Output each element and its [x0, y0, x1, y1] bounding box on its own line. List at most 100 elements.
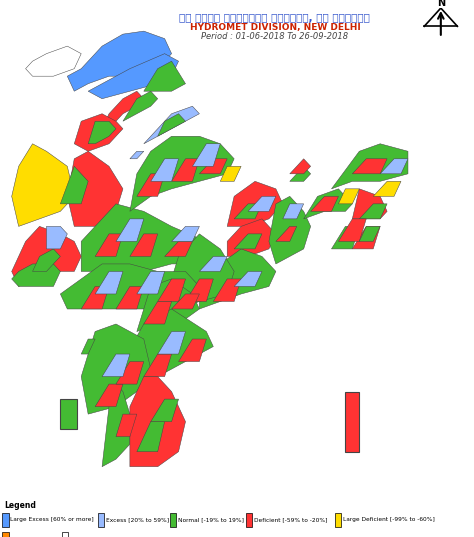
- Bar: [2, 532, 9, 537]
- Polygon shape: [26, 46, 81, 76]
- Polygon shape: [130, 151, 144, 159]
- Polygon shape: [123, 91, 158, 121]
- Polygon shape: [185, 279, 213, 301]
- Polygon shape: [60, 264, 200, 309]
- Polygon shape: [227, 219, 276, 256]
- Polygon shape: [60, 399, 77, 429]
- Bar: [170, 513, 176, 527]
- Polygon shape: [310, 197, 338, 212]
- Text: Large Excess [60% or more]: Large Excess [60% or more]: [10, 518, 94, 523]
- Bar: [2, 513, 9, 527]
- Polygon shape: [88, 121, 116, 144]
- Polygon shape: [12, 227, 81, 286]
- Polygon shape: [130, 376, 185, 467]
- Polygon shape: [227, 182, 283, 227]
- Polygon shape: [331, 227, 359, 249]
- Polygon shape: [234, 271, 262, 286]
- Polygon shape: [116, 219, 144, 242]
- Text: HYDROMET DIVISION, NEW DELHI: HYDROMET DIVISION, NEW DELHI: [190, 23, 360, 32]
- Polygon shape: [359, 204, 387, 219]
- Polygon shape: [116, 414, 137, 437]
- Polygon shape: [95, 234, 123, 256]
- Polygon shape: [200, 159, 227, 174]
- Polygon shape: [276, 227, 297, 242]
- Polygon shape: [95, 384, 123, 407]
- Polygon shape: [137, 422, 164, 452]
- Polygon shape: [352, 159, 387, 174]
- Polygon shape: [172, 234, 234, 309]
- Polygon shape: [67, 151, 123, 227]
- Text: Period : 01-06-2018 To 26-09-2018: Period : 01-06-2018 To 26-09-2018: [201, 32, 348, 41]
- Polygon shape: [380, 159, 408, 174]
- Polygon shape: [192, 144, 220, 166]
- Polygon shape: [130, 234, 158, 256]
- Polygon shape: [130, 136, 234, 212]
- Polygon shape: [158, 331, 185, 354]
- Polygon shape: [290, 159, 310, 174]
- Text: Large Deficient [-99% to -60%]: Large Deficient [-99% to -60%]: [343, 518, 435, 523]
- Text: Normal [-19% to 19%]: Normal [-19% to 19%]: [178, 518, 244, 523]
- Polygon shape: [116, 286, 144, 309]
- Polygon shape: [102, 354, 130, 376]
- Polygon shape: [81, 324, 151, 414]
- Polygon shape: [144, 61, 185, 91]
- Text: Excess [20% to 59%]: Excess [20% to 59%]: [106, 518, 169, 523]
- Polygon shape: [200, 249, 276, 309]
- Polygon shape: [81, 339, 95, 354]
- Polygon shape: [137, 174, 164, 197]
- Polygon shape: [67, 31, 172, 91]
- Text: N: N: [437, 0, 445, 8]
- Polygon shape: [60, 166, 88, 204]
- Bar: [62, 532, 68, 537]
- Polygon shape: [304, 189, 352, 219]
- Polygon shape: [373, 182, 401, 197]
- Bar: [335, 513, 341, 527]
- Polygon shape: [12, 144, 74, 227]
- Polygon shape: [12, 264, 60, 286]
- Polygon shape: [220, 166, 241, 182]
- Polygon shape: [359, 227, 380, 242]
- Bar: [246, 513, 252, 527]
- Polygon shape: [164, 242, 192, 256]
- Polygon shape: [283, 204, 304, 219]
- Polygon shape: [123, 309, 213, 384]
- Polygon shape: [81, 286, 109, 309]
- Polygon shape: [158, 279, 185, 301]
- Polygon shape: [144, 354, 172, 376]
- Polygon shape: [248, 197, 276, 212]
- Polygon shape: [352, 227, 380, 249]
- Text: Legend: Legend: [4, 502, 36, 511]
- Polygon shape: [144, 301, 172, 324]
- Polygon shape: [33, 249, 60, 271]
- Polygon shape: [151, 159, 179, 182]
- Polygon shape: [102, 91, 144, 129]
- Polygon shape: [116, 361, 144, 384]
- Polygon shape: [179, 339, 206, 361]
- Polygon shape: [269, 197, 310, 264]
- Polygon shape: [81, 204, 213, 271]
- Polygon shape: [137, 271, 164, 294]
- Polygon shape: [151, 399, 179, 422]
- Polygon shape: [144, 106, 200, 144]
- Polygon shape: [234, 234, 262, 249]
- Polygon shape: [172, 227, 200, 242]
- Polygon shape: [338, 219, 366, 242]
- Polygon shape: [331, 144, 408, 189]
- Polygon shape: [102, 384, 130, 467]
- Polygon shape: [95, 271, 123, 294]
- Text: Deficient [-59% to -20%]: Deficient [-59% to -20%]: [254, 518, 328, 523]
- Polygon shape: [352, 189, 387, 219]
- Polygon shape: [88, 54, 179, 99]
- Polygon shape: [74, 114, 123, 151]
- Polygon shape: [200, 256, 227, 271]
- Polygon shape: [213, 279, 241, 301]
- Polygon shape: [172, 294, 200, 309]
- Text: जल मौसम विज्ञान प्रभाग, नई दिल्ली: जल मौसम विज्ञान प्रभाग, नई दिल्ली: [180, 13, 370, 24]
- Polygon shape: [338, 189, 359, 204]
- Polygon shape: [137, 279, 200, 331]
- Polygon shape: [346, 391, 359, 452]
- Polygon shape: [290, 166, 310, 182]
- Polygon shape: [234, 204, 262, 219]
- Polygon shape: [46, 227, 67, 249]
- Polygon shape: [158, 114, 185, 136]
